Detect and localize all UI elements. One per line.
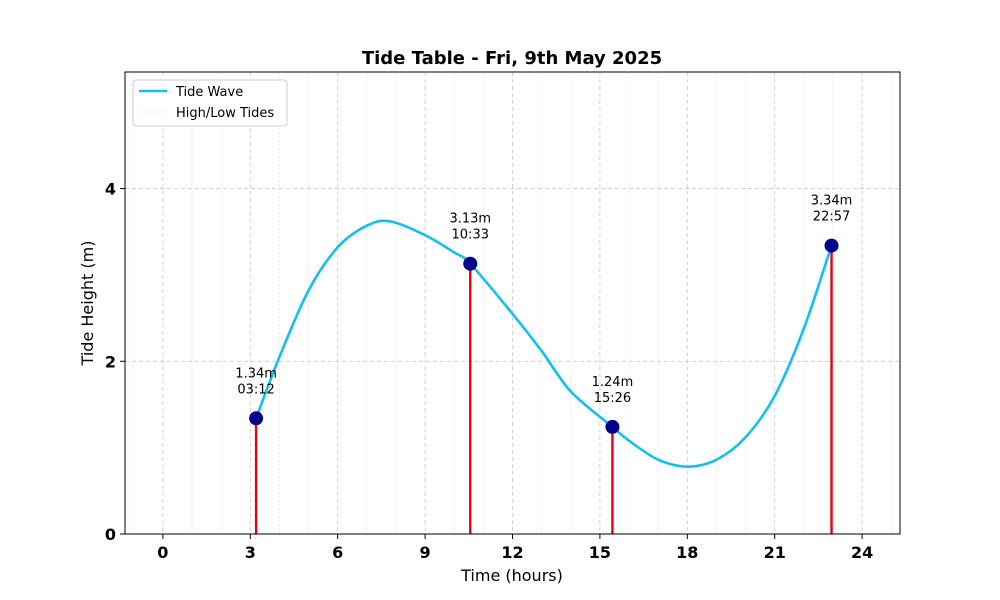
legend-label-high-low: High/Low Tides xyxy=(176,106,274,121)
tide-wave-line xyxy=(254,219,833,468)
tide-point xyxy=(824,238,839,253)
tide-height-label: 1.24m xyxy=(592,375,634,390)
chart-title: Tide Table - Fri, 9th May 2025 xyxy=(362,48,662,69)
x-tick-label: 24 xyxy=(851,543,873,562)
x-tick-label: 0 xyxy=(157,543,168,562)
tide-point xyxy=(249,411,264,426)
x-axis-label: Time (hours) xyxy=(460,566,563,585)
tide-point xyxy=(463,256,478,271)
x-tick-label: 15 xyxy=(589,543,611,562)
y-tick-label: 2 xyxy=(105,352,116,371)
x-tick-label: 18 xyxy=(676,543,698,562)
tide-height-label: 1.34m xyxy=(235,366,277,381)
y-tick-label: 4 xyxy=(105,180,116,199)
y-axis-label: Tide Height (m) xyxy=(78,241,97,367)
tide-time-label: 15:26 xyxy=(594,391,631,406)
tide-height-label: 3.34m xyxy=(811,194,853,209)
tide-point xyxy=(605,419,620,434)
x-tick-label: 3 xyxy=(245,543,256,562)
x-tick-label: 12 xyxy=(501,543,523,562)
legend: Tide Wave High/Low Tides xyxy=(132,79,288,127)
x-tick-label: 9 xyxy=(420,543,431,562)
tide-time-label: 22:57 xyxy=(813,210,850,225)
tide-time-label: 10:33 xyxy=(452,228,489,243)
y-tick-label: 0 xyxy=(105,525,116,544)
x-tick-label: 21 xyxy=(764,543,786,562)
legend-box xyxy=(132,79,288,127)
x-tick-label: 6 xyxy=(332,543,343,562)
tide-time-label: 03:12 xyxy=(237,382,274,397)
legend-label-tide-wave: Tide Wave xyxy=(175,85,243,100)
tide-height-label: 3.13m xyxy=(449,212,491,227)
